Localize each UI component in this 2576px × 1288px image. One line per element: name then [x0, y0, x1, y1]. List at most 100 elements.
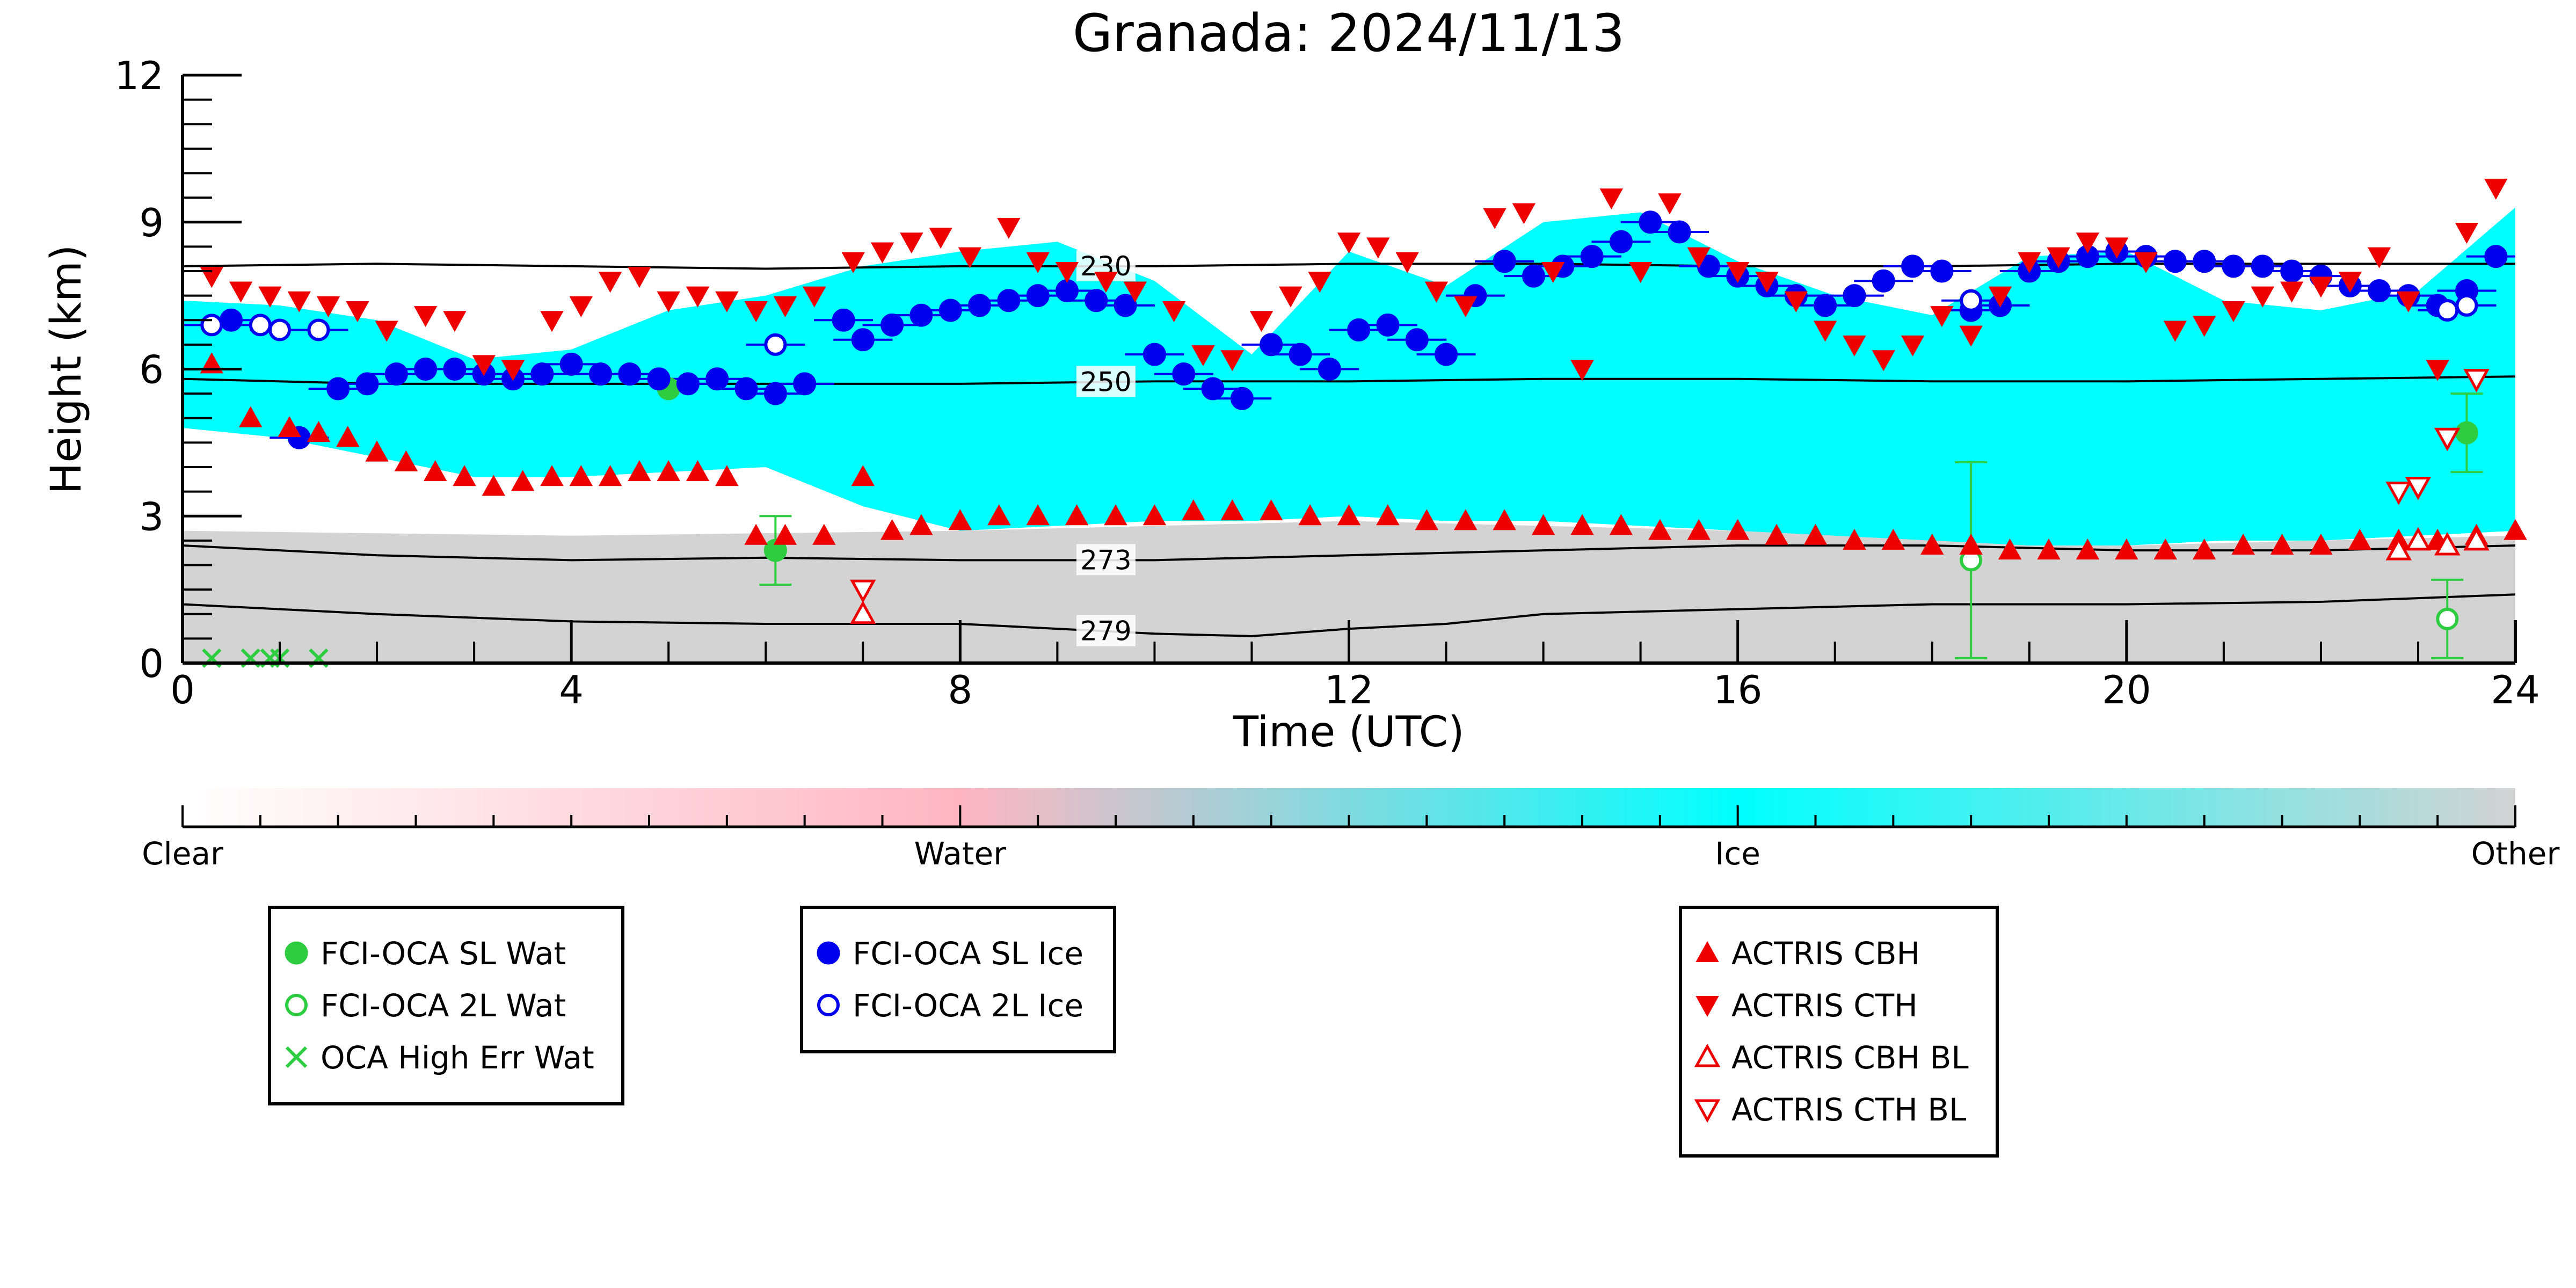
point-actris-cbh	[744, 523, 768, 545]
point-fci-oca-sl-ice	[1172, 362, 1196, 386]
colorbar-label-other: Other	[2471, 835, 2560, 872]
point-fci-oca-sl-wat	[2455, 421, 2478, 445]
point-actris-cbh	[1298, 504, 1322, 526]
point-fci-oca-sl-ice	[1143, 343, 1166, 366]
legend-label-actris-cbh-bl: ACTRIS CBH BL	[1731, 1039, 1969, 1076]
point-actris-cth	[803, 286, 826, 308]
point-actris-cbh	[1415, 509, 1439, 530]
x-tick-label: 12	[1325, 667, 1374, 712]
point-actris-cth	[1628, 262, 1653, 283]
point-fci-oca-sl-ice	[1055, 279, 1079, 302]
point-actris-cbh	[453, 465, 476, 486]
point-fci-oca-sl-ice	[1114, 294, 1137, 317]
point-fci-oca-sl-ice	[2193, 250, 2216, 273]
point-fci-oca-sl-ice	[2280, 259, 2304, 283]
point-actris-cbh	[909, 514, 933, 535]
point-actris-cbh-bl	[2405, 527, 2432, 551]
point-actris-cbh	[278, 416, 301, 437]
colorbar-label-water: Water	[914, 835, 1007, 872]
point-fci-oca-sl-ice	[326, 377, 350, 401]
point-fci-oca-sl-ice	[220, 308, 243, 332]
legend-marker-actris-cbh-bl	[1694, 1043, 1721, 1067]
point-actris-cth	[2192, 316, 2216, 337]
point-fci-oca-sl-ice	[414, 358, 438, 381]
point-actris-cth	[2367, 247, 2391, 268]
point-fci-oca-sl-ice	[1609, 230, 1633, 253]
point-fci-oca-sl-ice	[2222, 254, 2245, 278]
point-actris-cbh	[2153, 539, 2177, 560]
point-fci-oca-sl-ice	[1260, 333, 1283, 356]
legend-label-fci-oca-sl-ice: FCI-OCA SL Ice	[853, 935, 1083, 972]
point-actris-cth-bl	[2385, 482, 2412, 505]
point-fci-oca-sl-ice	[1580, 245, 1604, 268]
point-actris-cbh	[1143, 504, 1167, 526]
colorbar-label-clear: Clear	[142, 835, 223, 872]
point-actris-cth	[2134, 252, 2158, 273]
point-fci-oca-sl-ice	[384, 362, 408, 386]
point-actris-cth	[1123, 281, 1147, 303]
y-tick-label: 0	[139, 641, 164, 686]
point-actris-cth	[287, 291, 311, 312]
point-fci-oca-sl-ice	[968, 294, 992, 317]
point-actris-cth	[501, 360, 525, 381]
contour-label-bg	[1076, 544, 1136, 576]
point-actris-cbh	[511, 470, 535, 491]
point-fci-oca-2l-ice	[764, 333, 787, 356]
point-fci-oca-2l-ice	[268, 318, 292, 341]
point-fci-oca-sl-ice	[1085, 289, 1108, 312]
legend-marker-actris-cth	[1695, 996, 1719, 1017]
point-actris-cth	[1813, 321, 1837, 342]
x-tick-label: 4	[559, 667, 584, 712]
point-actris-cth	[2222, 301, 2245, 323]
point-fci-oca-sl-ice	[2163, 250, 2187, 273]
point-actris-cbh	[948, 509, 972, 530]
point-actris-cbh	[2192, 539, 2216, 560]
legend-label-actris-cbh: ACTRIS CBH	[1731, 935, 1920, 972]
point-fci-oca-sl-ice	[618, 362, 642, 386]
point-actris-cth	[841, 252, 865, 273]
point-fci-oca-sl-ice	[1376, 313, 1400, 337]
point-fci-oca-sl-ice	[1930, 259, 1954, 283]
point-actris-cbh	[1337, 504, 1361, 526]
point-actris-cth-bl	[2463, 369, 2490, 392]
legend-label-actris-cth: ACTRIS CTH	[1731, 987, 1918, 1024]
point-actris-cbh-bl	[2463, 527, 2490, 551]
point-actris-cth	[1687, 247, 1711, 268]
point-actris-cth	[1843, 335, 1866, 356]
point-actris-cth	[2047, 247, 2070, 268]
point-actris-cbh	[482, 475, 506, 496]
point-fci-oca-sl-ice	[2484, 245, 2508, 268]
point-fci-oca-sl-ice	[881, 313, 904, 337]
point-actris-cth	[1872, 350, 1895, 372]
point-actris-cth-bl	[2434, 427, 2461, 452]
point-actris-cth	[1055, 262, 1079, 283]
point-actris-cth	[316, 296, 340, 317]
point-actris-cbh-bl	[2434, 532, 2461, 556]
contour-label-273: 273	[1080, 544, 1131, 576]
point-fci-oca-sl-ice	[588, 362, 612, 386]
legend-frame	[1679, 906, 1999, 1158]
point-actris-cth	[1026, 252, 1050, 273]
point-actris-cbh	[2348, 528, 2372, 550]
point-actris-cbh	[1881, 528, 1905, 550]
point-actris-cbh	[336, 426, 360, 447]
point-fci-oca-sl-ice	[851, 328, 875, 352]
point-fci-oca-sl-ice	[2251, 254, 2274, 278]
legend-label-fci-oca-2l-wat: FCI-OCA 2L Wat	[321, 987, 566, 1024]
point-actris-cbh	[1220, 499, 1244, 521]
plot-axes: 0 4 8 12 16 20 24 0 3 6 9 12	[114, 53, 2539, 712]
point-actris-cth	[1930, 306, 1954, 328]
point-actris-cbh	[424, 460, 447, 482]
point-actris-cbh	[987, 504, 1011, 526]
y-axis-label: Height (km)	[42, 245, 91, 494]
point-actris-cth	[1220, 350, 1244, 372]
point-fci-oca-sl-ice	[1405, 328, 1429, 352]
point-actris-cbh	[1570, 514, 1594, 535]
point-actris-cth	[2426, 360, 2449, 381]
point-fci-oca-sl-ice	[1901, 254, 1925, 278]
point-fci-oca-sl-ice	[1668, 220, 1691, 244]
point-actris-cth	[1901, 335, 1925, 356]
x-stroke	[285, 1046, 308, 1068]
point-actris-cth	[657, 291, 680, 312]
